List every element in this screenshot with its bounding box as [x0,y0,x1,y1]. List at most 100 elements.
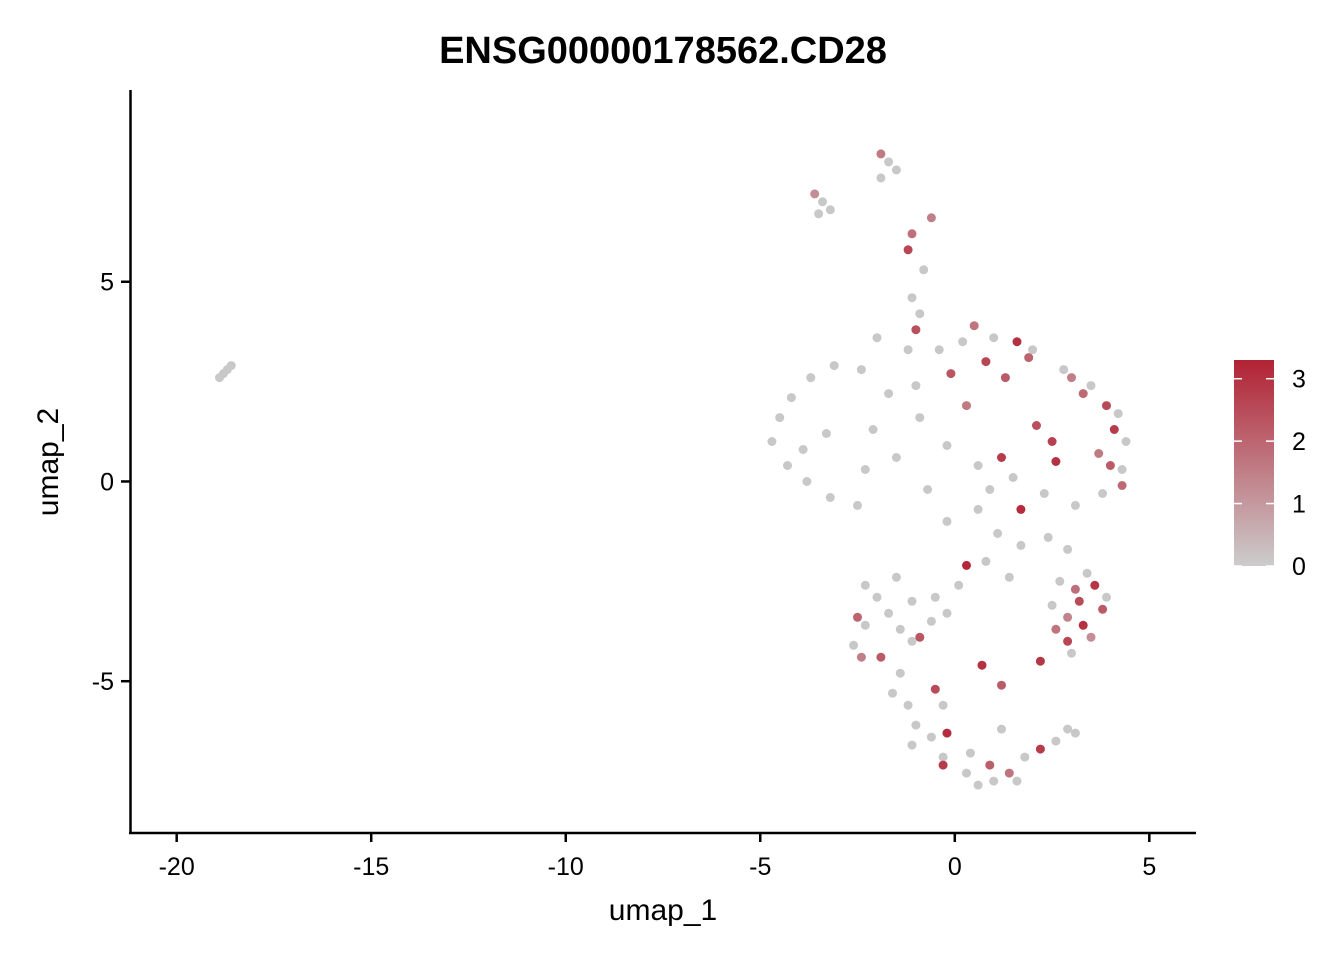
cell-point [888,688,897,698]
x-tick-label: -20 [159,853,195,881]
cell-point [915,309,925,319]
cell-point [895,668,905,678]
cell-point [806,373,816,383]
cell-point [981,556,991,566]
cell-point [1028,345,1038,355]
cell-point [962,768,971,778]
expressing-cell-point [946,369,956,379]
cell-point [938,752,948,762]
cell-point [1004,572,1014,582]
cell-point [1098,489,1108,498]
cell-point [1063,724,1073,734]
cell-point [973,780,983,790]
expressing-cell-point [1117,481,1127,490]
expressing-cell-point [1074,596,1084,606]
expressing-cell-point [1078,620,1088,630]
cell-point [1008,473,1018,482]
expressing-cell-point [1051,457,1061,466]
expressing-cell-point [907,229,917,239]
cell-point [1086,381,1096,391]
cell-point [1082,568,1092,578]
x-tick-label: 0 [948,853,962,881]
expressing-cell-point [1094,449,1104,458]
cell-point [860,580,870,590]
cell-point [876,173,886,183]
cell-point [938,700,948,710]
cell-point [775,413,785,423]
cell-point [786,393,796,403]
expressing-cell-point [969,321,979,331]
x-tick-label: -15 [353,853,389,881]
x-axis-ticks: -20 -15 -10 -5 0 5 [159,833,1156,881]
cell-point [891,453,901,462]
cell-point [973,504,983,514]
colorbar-tick-label: 3 [1292,366,1306,394]
expressing-cell-point [1109,425,1119,434]
cell-point [1102,592,1111,602]
cell-point [1043,532,1053,542]
expressing-cell-point [1012,337,1022,347]
y-axis-ticks: -5 0 5 [92,269,130,696]
expressing-cell-point [1070,584,1080,594]
cell-point [926,616,936,626]
cell-point [767,437,777,446]
y-axis-label: umap_2 [32,408,65,516]
cell-point [1047,600,1057,610]
expressing-cell-point [997,453,1006,462]
x-tick-label: -10 [548,853,584,881]
expressing-cell-point [876,652,886,662]
expressing-cell-point [926,213,936,223]
expressing-cell-point [856,652,866,662]
cell-point [915,413,925,423]
cell-point [926,732,936,742]
expressing-cell-point [1024,353,1034,363]
expressing-cell-point [938,760,948,770]
cell-point [853,500,862,510]
cell-point [860,620,870,630]
cell-point [860,465,870,474]
expressing-cell-point [930,684,940,694]
cell-point [802,477,812,486]
expressing-cell-point [1063,636,1073,646]
cell-point [872,333,882,343]
cell-point [891,165,901,175]
expressing-cell-point [903,245,913,255]
cell-point [907,740,917,750]
expressing-cell-point [1078,389,1088,399]
cell-point [934,345,944,355]
expressing-cell-point [1051,624,1061,634]
expressing-cell-point [911,325,921,335]
expressing-cell-point [1090,580,1100,590]
cell-point [1067,648,1076,658]
cell-point [965,748,975,758]
y-tick-label: 0 [100,468,114,496]
colorbar-tick-label: 0 [1292,553,1306,581]
colorbar-ticks: 0 1 2 3 [1234,366,1306,581]
cell-point [942,516,952,526]
cell-point [895,624,905,634]
cell-point [849,640,859,650]
cell-point [903,345,913,355]
cell-point [818,197,827,207]
colorbar-tick-label: 1 [1292,491,1306,519]
cell-point [930,592,940,602]
cell-point [997,724,1006,734]
cell-point [923,485,933,494]
cell-point [1113,409,1123,419]
expressing-cell-point [1000,373,1010,383]
cell-point [919,265,929,275]
cell-point [911,720,921,730]
expressing-cell-point [1004,768,1014,778]
cell-point [1020,752,1030,762]
cell-point [942,608,952,618]
y-tick-label: 5 [100,269,114,297]
expressing-cell-point [1086,632,1096,642]
expressing-cell-point [1098,604,1108,614]
cell-point [907,596,917,606]
cell-point [942,441,952,450]
expressing-cell-point [1035,656,1045,666]
cell-point [891,572,901,582]
cell-point [907,293,917,303]
cell-point [884,608,894,618]
